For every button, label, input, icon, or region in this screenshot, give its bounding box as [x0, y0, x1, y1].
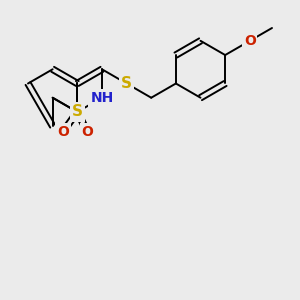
Text: O: O [81, 125, 93, 139]
Text: NH: NH [90, 91, 114, 105]
Text: S: S [72, 104, 83, 119]
Text: S: S [121, 76, 132, 91]
Text: O: O [244, 34, 256, 48]
Text: O: O [57, 125, 69, 139]
